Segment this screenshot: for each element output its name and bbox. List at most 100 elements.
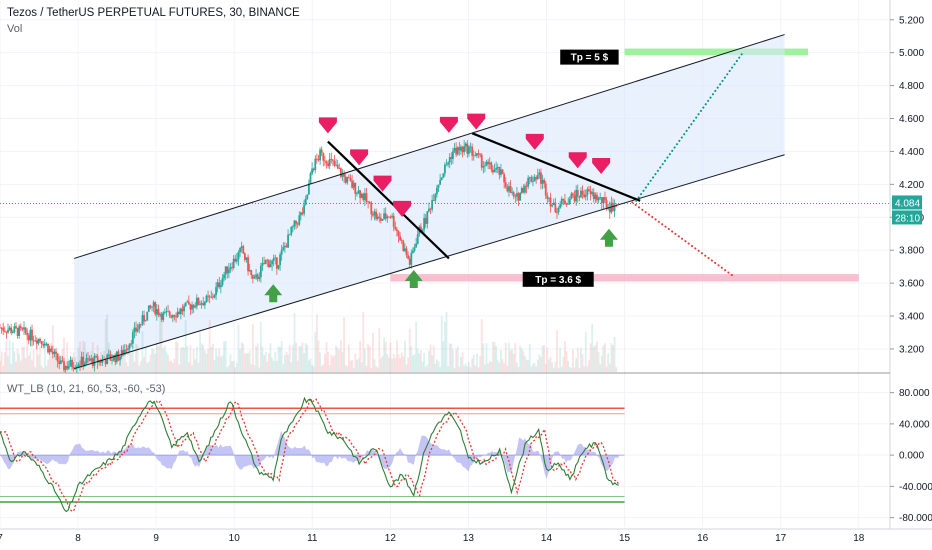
volume-bar xyxy=(224,340,227,372)
volume-bar xyxy=(10,363,13,372)
candle-body xyxy=(303,204,305,214)
candle-body xyxy=(282,246,285,250)
candle-body xyxy=(554,202,557,213)
candle-body xyxy=(251,275,254,279)
volume-bar xyxy=(572,349,574,372)
volume-bar xyxy=(168,360,171,372)
volume-bar xyxy=(240,342,243,372)
volume-bar xyxy=(383,337,386,372)
candle-body xyxy=(413,247,416,251)
candle-body xyxy=(482,166,485,168)
candle-body xyxy=(95,356,97,357)
candle-body xyxy=(93,356,96,366)
volume-bar xyxy=(514,342,517,372)
candle-body xyxy=(576,189,579,197)
volume-bar xyxy=(171,363,174,372)
candle-body xyxy=(50,348,53,352)
volume-bar xyxy=(469,367,472,372)
volume-bar xyxy=(533,362,536,372)
trendline-2 xyxy=(471,132,641,202)
candle-body xyxy=(496,167,499,169)
volume-bar xyxy=(357,358,360,372)
volume-bar xyxy=(474,365,477,372)
volume-bar xyxy=(135,343,137,372)
candle-body xyxy=(450,157,453,159)
candle-body xyxy=(514,196,517,198)
candle-body xyxy=(493,169,496,173)
volume-bar xyxy=(333,355,336,372)
candle-body xyxy=(362,193,365,201)
volume-bar xyxy=(368,346,371,372)
candle-body xyxy=(155,309,158,315)
candle-body xyxy=(535,177,538,180)
volume-bar xyxy=(279,347,281,372)
volume-bar xyxy=(458,366,461,372)
volume-bar xyxy=(202,344,205,372)
candle-body xyxy=(396,229,398,232)
volume-bar xyxy=(98,363,101,372)
volume-bar xyxy=(186,345,189,372)
volume-bar xyxy=(311,364,313,372)
candle-body xyxy=(485,161,488,166)
volume-bar xyxy=(426,364,429,372)
candle-body xyxy=(532,181,534,183)
volume-bar xyxy=(605,366,608,372)
volume-bar xyxy=(362,311,365,372)
candle-body xyxy=(469,146,472,148)
volume-bar xyxy=(282,363,285,372)
volume-bar xyxy=(317,340,320,372)
candle-body xyxy=(213,295,216,298)
candle-body xyxy=(27,335,30,341)
candle-body xyxy=(143,315,145,322)
volume-bar xyxy=(407,357,410,372)
candle-body xyxy=(464,143,467,147)
volume-bar xyxy=(392,353,395,372)
candle-body xyxy=(365,193,368,202)
volume-bar xyxy=(293,312,296,372)
candle-body xyxy=(237,252,240,260)
volume-bar xyxy=(506,365,509,372)
volume-bar xyxy=(314,332,317,372)
candle-body xyxy=(243,253,246,260)
volume-bar xyxy=(130,352,133,372)
volume-bar xyxy=(551,362,554,372)
candle-body xyxy=(584,195,587,198)
volume-bar xyxy=(320,365,323,372)
volume-bar xyxy=(450,343,453,372)
candle-body xyxy=(416,234,419,244)
volume-bar xyxy=(184,320,187,372)
volume-bar xyxy=(157,345,160,372)
volume-label: Vol xyxy=(7,23,23,35)
candle-body xyxy=(583,194,586,198)
candle-body xyxy=(520,187,523,193)
candle-body xyxy=(56,353,59,362)
candle-body xyxy=(59,360,62,364)
volume-bar xyxy=(226,367,229,372)
volume-bar xyxy=(400,352,403,372)
volume-bar xyxy=(259,321,262,372)
candle-body xyxy=(304,198,307,205)
volume-bar xyxy=(477,367,480,372)
tp-label-text: Tp = 3.6 $ xyxy=(535,275,581,286)
volume-bar xyxy=(418,353,421,372)
down-arrow-marker xyxy=(568,152,587,169)
candle-body xyxy=(51,351,54,355)
candle-body xyxy=(320,149,323,153)
volume-bar xyxy=(428,350,430,372)
volume-bar xyxy=(243,353,246,372)
volume-bar xyxy=(504,342,507,372)
candle-body xyxy=(88,359,91,361)
volume-bar xyxy=(149,354,152,372)
candle-body xyxy=(219,285,222,288)
candle-body xyxy=(364,193,366,201)
volume-bar xyxy=(339,340,342,372)
candle-body xyxy=(85,358,88,364)
candle-body xyxy=(376,216,379,219)
candle-body xyxy=(597,197,600,201)
candle-body xyxy=(234,258,237,262)
candle-body xyxy=(296,223,299,225)
candle-body xyxy=(336,164,339,169)
volume-bar xyxy=(546,347,549,372)
